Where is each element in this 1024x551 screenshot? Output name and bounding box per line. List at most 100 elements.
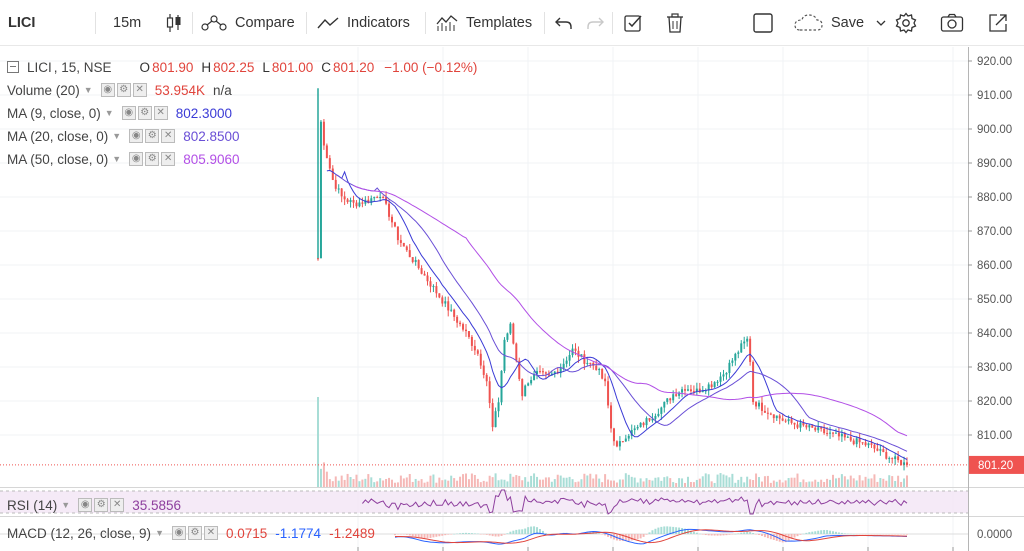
symbol-search-button[interactable]: LICI <box>8 0 35 46</box>
candle-body <box>820 427 823 429</box>
gear-icon[interactable]: ⚙ <box>145 129 160 143</box>
volume-bar <box>450 475 453 487</box>
delete-button[interactable] <box>666 0 684 46</box>
save-button[interactable]: Save <box>793 0 886 46</box>
caret-down-icon[interactable]: ▼ <box>112 154 122 164</box>
candle <box>370 195 373 206</box>
caret-down-icon[interactable]: ▼ <box>61 500 71 510</box>
candle-body <box>453 309 456 317</box>
macd-bar <box>476 533 479 535</box>
close-icon[interactable]: ✕ <box>153 106 168 120</box>
close-icon[interactable]: ✕ <box>203 526 218 540</box>
macd-bar <box>737 533 740 534</box>
candle-body <box>485 374 488 382</box>
legend-ma50[interactable]: MA (50, close, 0) ▼ ◉ ⚙ ✕ 805.9060 <box>7 150 240 168</box>
caret-down-icon[interactable]: ▼ <box>155 528 164 538</box>
price-chart[interactable]: 920.00 910.00 900.00 890.00 880.00 870.00 860.… <box>0 47 1024 551</box>
collapse-legend-icon[interactable] <box>7 61 19 73</box>
chart-area[interactable]: 920.00 910.00 900.00 890.00 880.00 870.00 860.… <box>0 47 1024 551</box>
gear-icon[interactable]: ⚙ <box>94 498 109 512</box>
candle-body <box>621 441 624 443</box>
candle <box>740 340 743 353</box>
candle <box>598 367 601 375</box>
candle <box>459 320 462 327</box>
candle-body <box>373 197 376 199</box>
caret-down-icon[interactable]: ▼ <box>104 108 114 118</box>
legend-ma9[interactable]: MA (9, close, 0) ▼ ◉ ⚙ ✕ 802.3000 <box>7 104 232 122</box>
toolbar-divider <box>425 12 426 34</box>
eye-icon[interactable]: ◉ <box>121 106 136 120</box>
candle-body <box>811 425 814 428</box>
eye-icon[interactable]: ◉ <box>78 498 93 512</box>
eye-icon[interactable]: ◉ <box>129 152 144 166</box>
volume-bar <box>834 478 837 487</box>
ma50-value: 805.9060 <box>183 151 240 167</box>
macd-bar <box>879 534 882 535</box>
candle <box>385 191 388 206</box>
candle-body <box>728 362 731 373</box>
candle-body <box>568 355 571 361</box>
price-axis-label: 810.00 <box>977 430 1012 442</box>
caret-down-icon[interactable]: ▼ <box>112 131 122 141</box>
redo-button[interactable] <box>586 0 604 46</box>
volume-bar <box>725 475 728 487</box>
eye-icon[interactable]: ◉ <box>100 83 115 97</box>
macd-bar <box>411 534 414 537</box>
macd-bar <box>852 533 855 535</box>
eye-icon[interactable]: ◉ <box>171 526 186 540</box>
volume-bar <box>808 481 811 487</box>
select-tool-button[interactable] <box>623 0 643 46</box>
close-icon[interactable]: ✕ <box>161 129 176 143</box>
legend-ma20[interactable]: MA (20, close, 0) ▼ ◉ ⚙ ✕ 802.8500 <box>7 127 240 145</box>
gear-icon[interactable]: ⚙ <box>137 106 152 120</box>
legend-volume[interactable]: Volume (20) ▼ ◉ ⚙ ✕ 53.954K n/a <box>7 81 232 99</box>
undo-button[interactable] <box>555 0 573 46</box>
macd-bar <box>441 534 444 536</box>
indicators-button[interactable]: Indicators <box>317 0 410 46</box>
volume-bar <box>648 479 651 487</box>
snapshot-button[interactable] <box>940 0 964 46</box>
legend-macd[interactable]: MACD (12, 26, close, 9) ▼ ◉ ⚙ ✕ 0.0715 -… <box>7 524 375 542</box>
legend-main-series[interactable]: LICI , 15, NSE O 801.90 H 802.25 L 801.00 C… <box>7 58 477 76</box>
legend-rsi[interactable]: RSI (14) ▼ ◉ ⚙ ✕ 35.5856 <box>7 496 181 514</box>
candle-body <box>331 168 334 180</box>
chart-style-button[interactable] <box>166 0 182 46</box>
gear-icon[interactable]: ⚙ <box>116 83 131 97</box>
close-icon[interactable]: ✕ <box>110 498 125 512</box>
candle-body <box>610 405 613 429</box>
caret-down-icon[interactable]: ▼ <box>83 85 93 95</box>
templates-label: Templates <box>466 15 533 31</box>
gear-icon[interactable]: ⚙ <box>187 526 202 540</box>
price-axis-label: 920.00 <box>977 56 1012 68</box>
candle-body <box>784 420 787 422</box>
candle-body <box>358 202 361 207</box>
macd-bar <box>414 534 417 537</box>
volume-bar <box>494 473 497 487</box>
candle <box>476 349 479 356</box>
candle <box>725 372 728 380</box>
candle-body <box>322 121 325 146</box>
macd-bar <box>784 534 787 543</box>
candle-body <box>710 384 713 388</box>
settings-button[interactable] <box>895 0 917 46</box>
interval-button[interactable]: 15m <box>113 0 141 46</box>
price-axis-label: 830.00 <box>977 362 1012 374</box>
volume-bar <box>769 482 772 487</box>
close-icon[interactable]: ✕ <box>132 83 147 97</box>
eye-icon[interactable]: ◉ <box>129 129 144 143</box>
candle-body <box>379 196 382 198</box>
gear-icon[interactable]: ⚙ <box>145 152 160 166</box>
fullscreen-toggle[interactable] <box>752 0 774 46</box>
candle-body <box>411 257 414 263</box>
popout-button[interactable] <box>988 0 1008 46</box>
templates-button[interactable]: Templates <box>436 0 532 46</box>
macd-bar <box>704 534 707 536</box>
volume-bar <box>861 480 864 487</box>
volume-bar <box>435 482 438 487</box>
macd-bar <box>743 532 746 534</box>
candle-body <box>604 378 607 382</box>
compare-button[interactable]: Compare <box>201 0 295 46</box>
close-icon[interactable]: ✕ <box>161 152 176 166</box>
macd-bar <box>864 534 867 535</box>
macd-bar <box>660 526 663 534</box>
